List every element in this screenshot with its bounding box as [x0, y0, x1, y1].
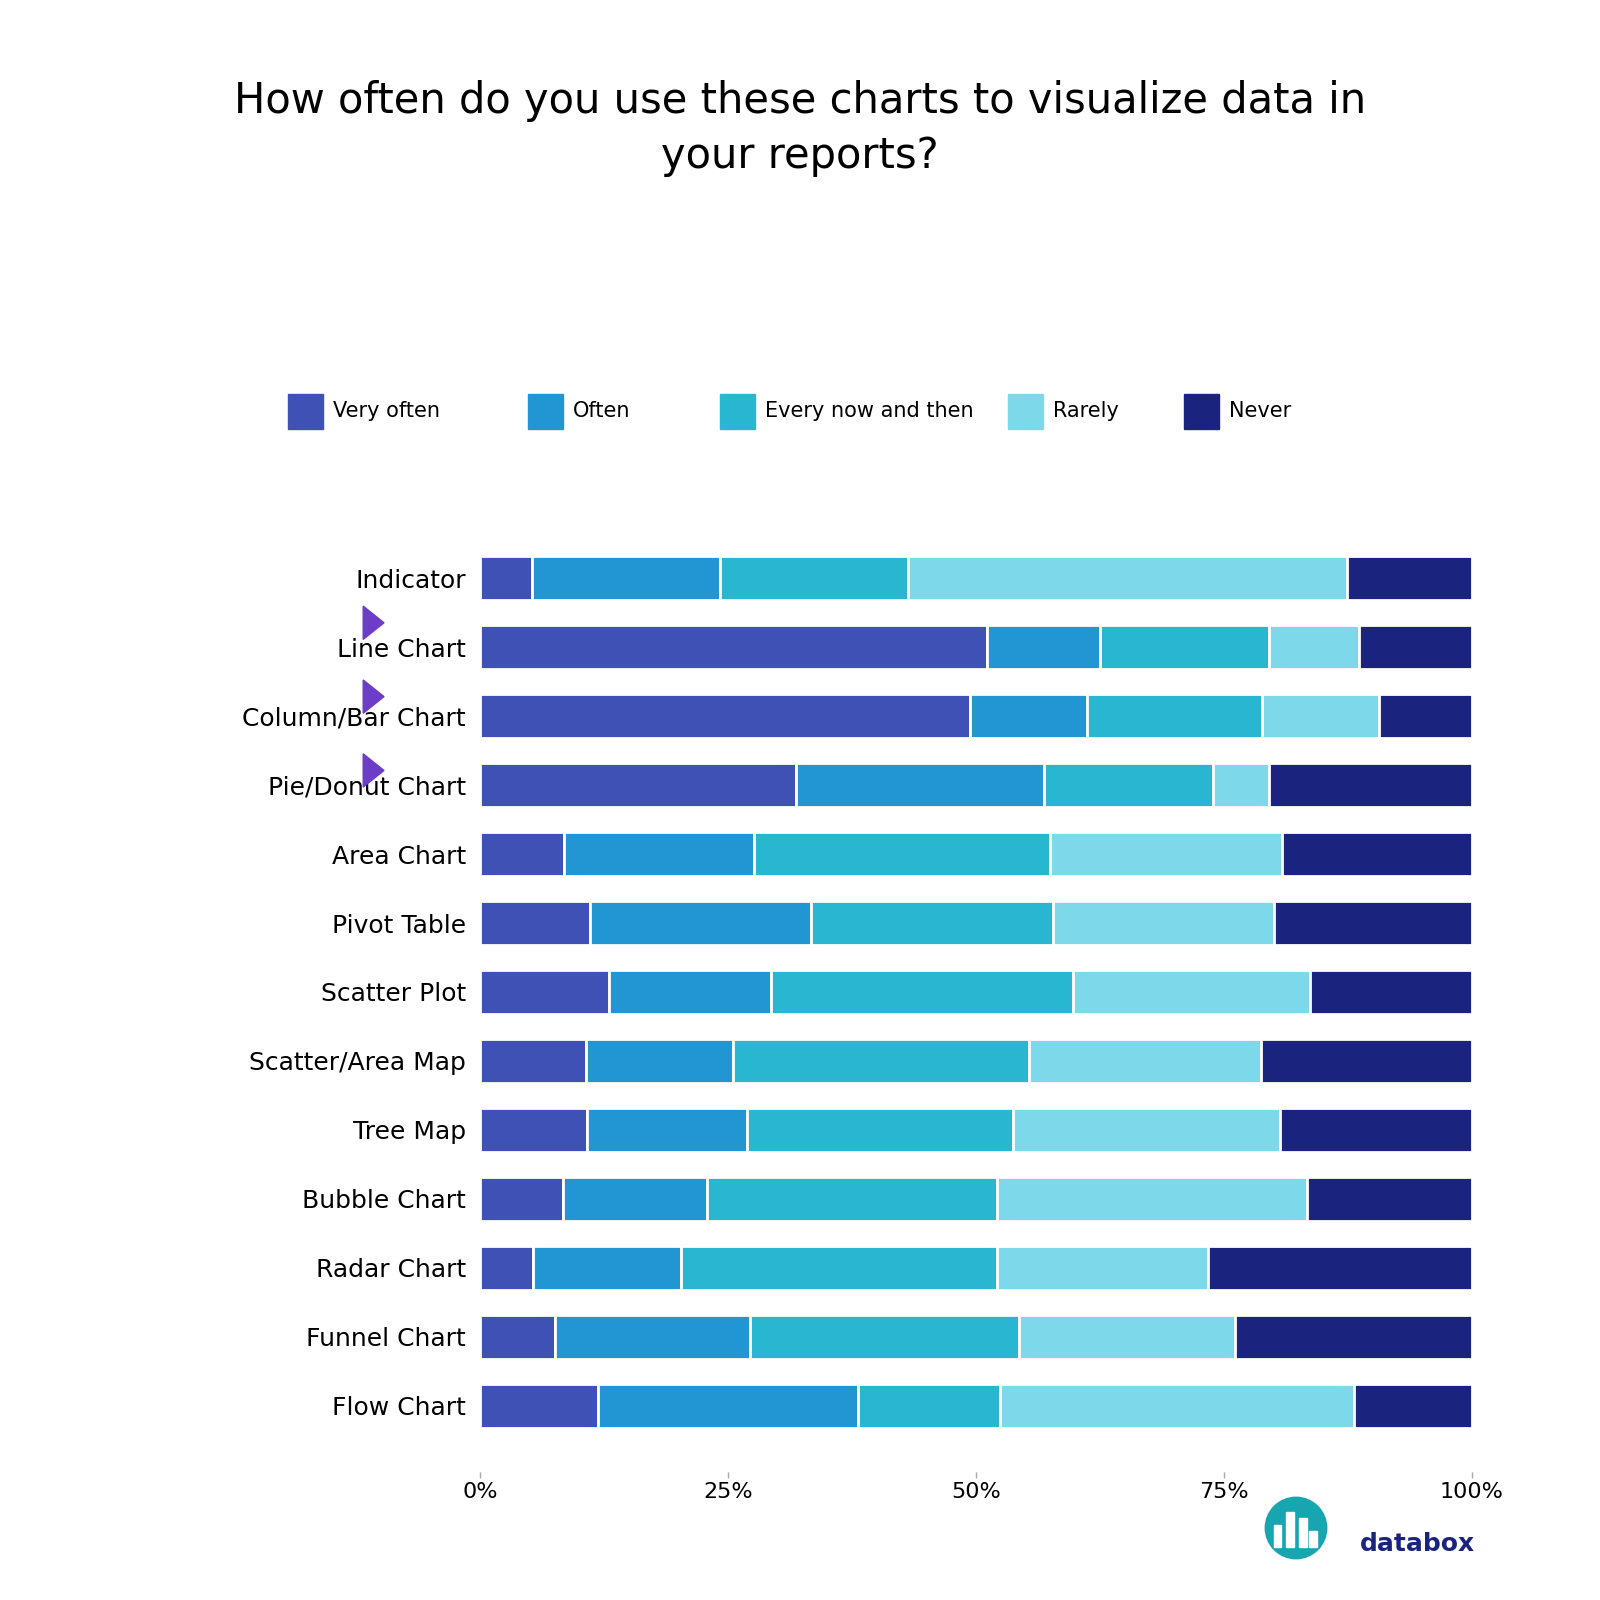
Bar — [480, 1315, 555, 1360]
Bar — [733, 1038, 1029, 1083]
Bar — [1208, 1245, 1472, 1290]
Bar — [811, 901, 1053, 946]
Bar — [480, 1245, 533, 1290]
Bar — [533, 1245, 680, 1290]
Bar — [1274, 901, 1472, 946]
Bar — [533, 555, 720, 600]
Bar — [754, 832, 1050, 877]
Bar — [771, 970, 1074, 1014]
Bar — [1101, 624, 1269, 669]
Bar — [480, 1107, 587, 1152]
Bar — [1213, 763, 1269, 808]
Bar — [1354, 1384, 1472, 1429]
Bar — [1053, 901, 1274, 946]
Bar — [480, 624, 987, 669]
Bar — [598, 1384, 858, 1429]
Bar — [707, 1176, 997, 1221]
Bar — [970, 694, 1086, 739]
Bar — [480, 1038, 586, 1083]
Bar — [610, 970, 771, 1014]
Text: Often: Often — [573, 402, 630, 421]
Bar — [480, 1384, 598, 1429]
Bar — [480, 763, 795, 808]
Bar — [480, 970, 610, 1014]
Bar — [1013, 1107, 1280, 1152]
Bar — [1299, 1518, 1307, 1547]
Bar — [1029, 1038, 1261, 1083]
Bar — [1269, 763, 1472, 808]
Bar — [480, 901, 590, 946]
Bar — [1074, 970, 1310, 1014]
Bar — [1050, 832, 1282, 877]
Bar — [680, 1245, 997, 1290]
Bar — [749, 1315, 1019, 1360]
Bar — [1269, 624, 1360, 669]
Bar — [997, 1245, 1208, 1290]
Bar — [1019, 1315, 1235, 1360]
Bar — [586, 1038, 733, 1083]
Bar — [858, 1384, 1000, 1429]
Text: Very often: Very often — [333, 402, 440, 421]
Bar — [590, 901, 811, 946]
Bar — [747, 1107, 1013, 1152]
Bar — [1347, 555, 1472, 600]
Text: Every now and then: Every now and then — [765, 402, 973, 421]
Bar — [909, 555, 1347, 600]
Bar — [480, 555, 533, 600]
Bar — [1000, 1384, 1354, 1429]
Bar — [1235, 1315, 1472, 1360]
Bar — [480, 694, 970, 739]
Bar — [1261, 1038, 1472, 1083]
Circle shape — [1266, 1498, 1326, 1558]
Text: How often do you use these charts to visualize data in
your reports?: How often do you use these charts to vis… — [234, 80, 1366, 178]
Bar — [1086, 694, 1262, 739]
Bar — [1043, 763, 1213, 808]
Bar — [555, 1315, 749, 1360]
Bar — [1309, 1531, 1317, 1547]
Bar — [563, 1176, 707, 1221]
Bar — [1360, 624, 1472, 669]
Bar — [1274, 1525, 1282, 1547]
Bar — [1379, 694, 1472, 739]
Bar — [720, 555, 909, 600]
Bar — [1282, 832, 1472, 877]
Bar — [795, 763, 1043, 808]
Bar — [1310, 970, 1472, 1014]
Bar — [987, 624, 1101, 669]
Bar — [565, 832, 754, 877]
Bar — [587, 1107, 747, 1152]
Bar — [480, 1176, 563, 1221]
Text: databox: databox — [1360, 1533, 1475, 1555]
Bar — [997, 1176, 1307, 1221]
Bar — [1307, 1176, 1472, 1221]
Bar — [1262, 694, 1379, 739]
Text: Rarely: Rarely — [1053, 402, 1118, 421]
Bar — [1280, 1107, 1472, 1152]
Bar — [1286, 1512, 1294, 1547]
Bar — [480, 832, 565, 877]
Text: Never: Never — [1229, 402, 1291, 421]
